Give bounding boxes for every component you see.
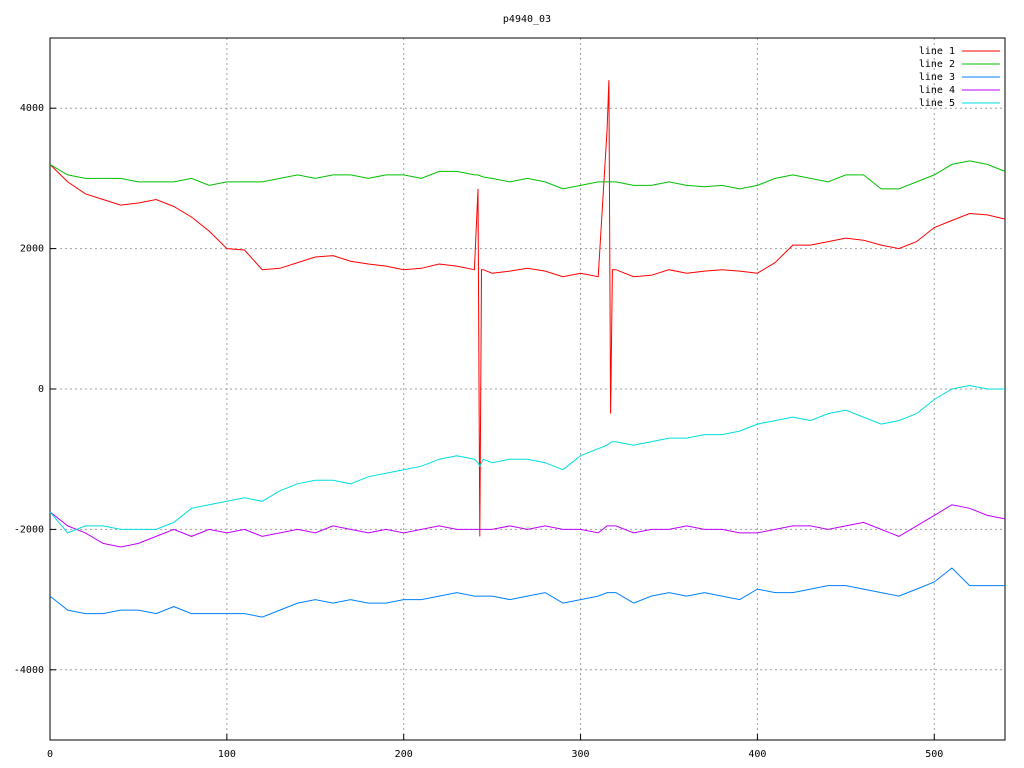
x-tick-label: 100 [218, 749, 236, 760]
y-tick-label: -2000 [14, 524, 44, 535]
series-line [49, 504, 1006, 548]
y-tick-label: -4000 [14, 665, 44, 676]
series-line [49, 384, 1005, 534]
y-tick-label: 2000 [20, 244, 44, 255]
legend-label: line 5 [919, 98, 955, 109]
x-tick-label: 0 [47, 749, 53, 760]
legend-label: line 2 [919, 59, 955, 70]
legend-label: line 1 [919, 46, 955, 57]
x-tick-label: 500 [925, 749, 943, 760]
x-tick-label: 400 [748, 749, 766, 760]
y-tick-label: 0 [38, 384, 44, 395]
chart-title: p4940_03 [503, 14, 551, 25]
legend-label: line 4 [919, 85, 955, 96]
x-tick-label: 300 [572, 749, 590, 760]
series-line [49, 567, 1005, 618]
series-line [49, 80, 1006, 537]
x-tick-label: 200 [395, 749, 413, 760]
y-tick-label: 4000 [20, 103, 44, 114]
legend-label: line 3 [919, 72, 955, 83]
series-line [49, 160, 1006, 190]
